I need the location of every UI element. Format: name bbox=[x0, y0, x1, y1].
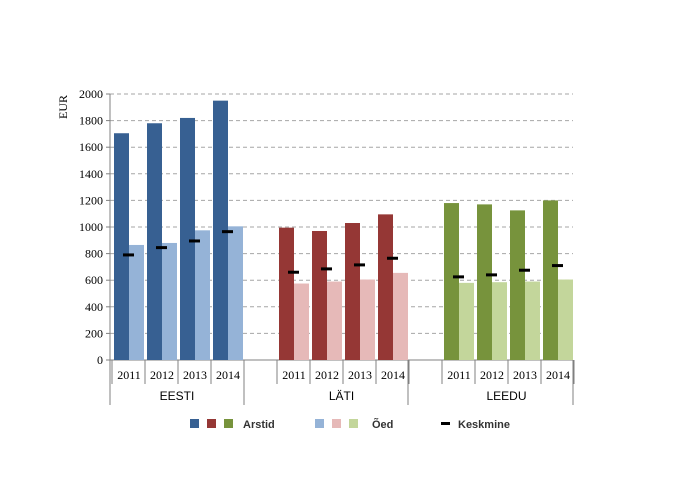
legend-swatch-oed bbox=[315, 419, 324, 428]
legend-swatch-oed bbox=[349, 419, 358, 428]
legend-swatch-arstid bbox=[224, 419, 233, 428]
y-tick-label: 1000 bbox=[79, 220, 103, 234]
mean-marker bbox=[354, 263, 365, 267]
axis-labels: 0 200 400 600 800 1000 1200 1400 1600 1800 2000 EUR… bbox=[56, 87, 570, 403]
bar-arstid bbox=[147, 123, 162, 360]
bar-oed bbox=[393, 272, 408, 360]
x-tick-label: 2012 bbox=[315, 368, 339, 382]
bar-oed bbox=[459, 282, 474, 360]
bar-arstid bbox=[180, 117, 195, 360]
mean-marker bbox=[519, 268, 530, 272]
mean-marker bbox=[123, 253, 134, 257]
x-tick-label: 2013 bbox=[513, 368, 537, 382]
bar-oed bbox=[195, 230, 210, 360]
bar-arstid bbox=[543, 200, 558, 360]
bars bbox=[114, 100, 573, 361]
x-tick-label: 2011 bbox=[117, 368, 141, 382]
legend-label-arstid: Arstid bbox=[243, 419, 275, 431]
x-tick-label: 2014 bbox=[546, 368, 570, 382]
bar-arstid bbox=[345, 223, 360, 360]
mean-marker bbox=[486, 273, 497, 277]
y-axis-title: EUR bbox=[56, 95, 70, 119]
legend-swatch-arstid bbox=[190, 419, 199, 428]
y-tick-label: 1800 bbox=[79, 114, 103, 128]
x-tick-label: 2011 bbox=[282, 368, 306, 382]
x-tick-label: 2014 bbox=[216, 368, 240, 382]
y-tick-label: 1400 bbox=[79, 167, 103, 181]
bar-oed bbox=[327, 281, 342, 360]
mean-marker bbox=[156, 246, 167, 250]
y-tick-label: 0 bbox=[97, 353, 103, 367]
group-label: EESTI bbox=[160, 389, 195, 403]
legend: Arstid Õed Keskmine bbox=[190, 418, 510, 431]
y-tick-label: 400 bbox=[85, 300, 103, 314]
bar-oed bbox=[558, 279, 573, 360]
bar-arstid bbox=[213, 100, 228, 361]
group-label: LÄTI bbox=[329, 389, 354, 403]
legend-swatch-arstid bbox=[207, 419, 216, 428]
y-tick-label: 800 bbox=[85, 247, 103, 261]
x-tick-label: 2013 bbox=[348, 368, 372, 382]
x-tick-label: 2012 bbox=[150, 368, 174, 382]
legend-label-oed: Õed bbox=[372, 418, 393, 431]
legend-label-keskmine: Keskmine bbox=[458, 419, 510, 431]
y-tick-label: 200 bbox=[85, 326, 103, 340]
legend-swatch-oed bbox=[332, 419, 341, 428]
bar-oed bbox=[129, 244, 144, 360]
mean-marker bbox=[453, 275, 464, 279]
bar-oed bbox=[294, 283, 309, 360]
bar-arstid bbox=[312, 230, 327, 360]
x-tick-label: 2011 bbox=[447, 368, 471, 382]
mean-marker bbox=[189, 239, 200, 243]
x-tick-label: 2014 bbox=[381, 368, 405, 382]
bar-oed bbox=[525, 281, 540, 360]
mean-markers bbox=[123, 230, 563, 279]
y-tick-label: 600 bbox=[85, 273, 103, 287]
bar-arstid bbox=[510, 210, 525, 360]
bar-oed bbox=[162, 242, 177, 360]
mean-marker bbox=[222, 230, 233, 234]
y-tick-label: 1600 bbox=[79, 140, 103, 154]
bar-oed bbox=[360, 279, 375, 360]
mean-marker bbox=[387, 256, 398, 260]
mean-marker bbox=[321, 267, 332, 271]
bar-arstid bbox=[114, 133, 129, 360]
bar-arstid bbox=[477, 204, 492, 360]
x-tick-label: 2012 bbox=[480, 368, 504, 382]
mean-marker bbox=[552, 264, 563, 268]
mean-marker bbox=[288, 270, 299, 274]
x-tick-label: 2013 bbox=[183, 368, 207, 382]
bar-oed bbox=[492, 282, 507, 360]
group-label: LEEDU bbox=[486, 389, 526, 403]
bar-arstid bbox=[279, 227, 294, 360]
legend-swatch-keskmine bbox=[441, 422, 450, 425]
bar-arstid bbox=[444, 203, 459, 360]
y-tick-label: 2000 bbox=[79, 87, 103, 101]
bar-oed bbox=[228, 226, 243, 360]
bar-arstid bbox=[378, 214, 393, 360]
y-tick-label: 1200 bbox=[79, 193, 103, 207]
